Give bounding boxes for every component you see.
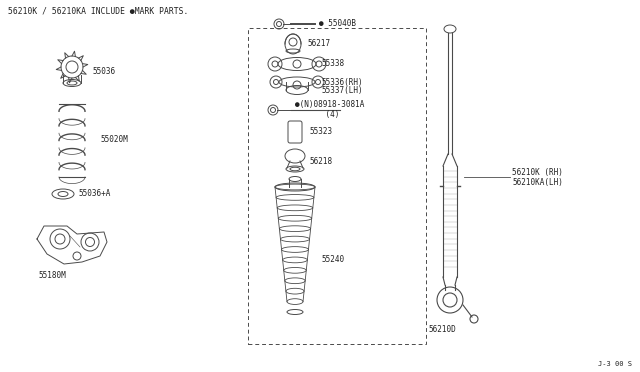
Text: 56210K / 56210KA INCLUDE ●MARK PARTS.: 56210K / 56210KA INCLUDE ●MARK PARTS.: [8, 7, 188, 16]
Text: 56210KA(LH): 56210KA(LH): [512, 177, 563, 186]
Text: 56217: 56217: [307, 39, 330, 48]
Text: 56210D: 56210D: [428, 326, 456, 334]
Text: ● 55040B: ● 55040B: [319, 19, 356, 28]
Text: 55336(RH): 55336(RH): [321, 77, 363, 87]
Bar: [248, 28, 426, 344]
Text: 55323: 55323: [309, 128, 332, 137]
Text: 55338: 55338: [321, 60, 344, 68]
Text: 55020M: 55020M: [100, 135, 128, 144]
Text: J-3 00 S: J-3 00 S: [598, 361, 632, 367]
Text: 55337(LH): 55337(LH): [321, 87, 363, 96]
Text: (4): (4): [307, 110, 339, 119]
Text: 55180M: 55180M: [38, 272, 66, 280]
Text: 55036: 55036: [92, 67, 115, 77]
Text: 56210K (RH): 56210K (RH): [512, 167, 563, 176]
Text: ●(N)08918-3081A: ●(N)08918-3081A: [295, 99, 364, 109]
Text: 55036+A: 55036+A: [78, 189, 110, 199]
Text: 55240: 55240: [321, 255, 344, 264]
Text: 56218: 56218: [309, 157, 332, 167]
